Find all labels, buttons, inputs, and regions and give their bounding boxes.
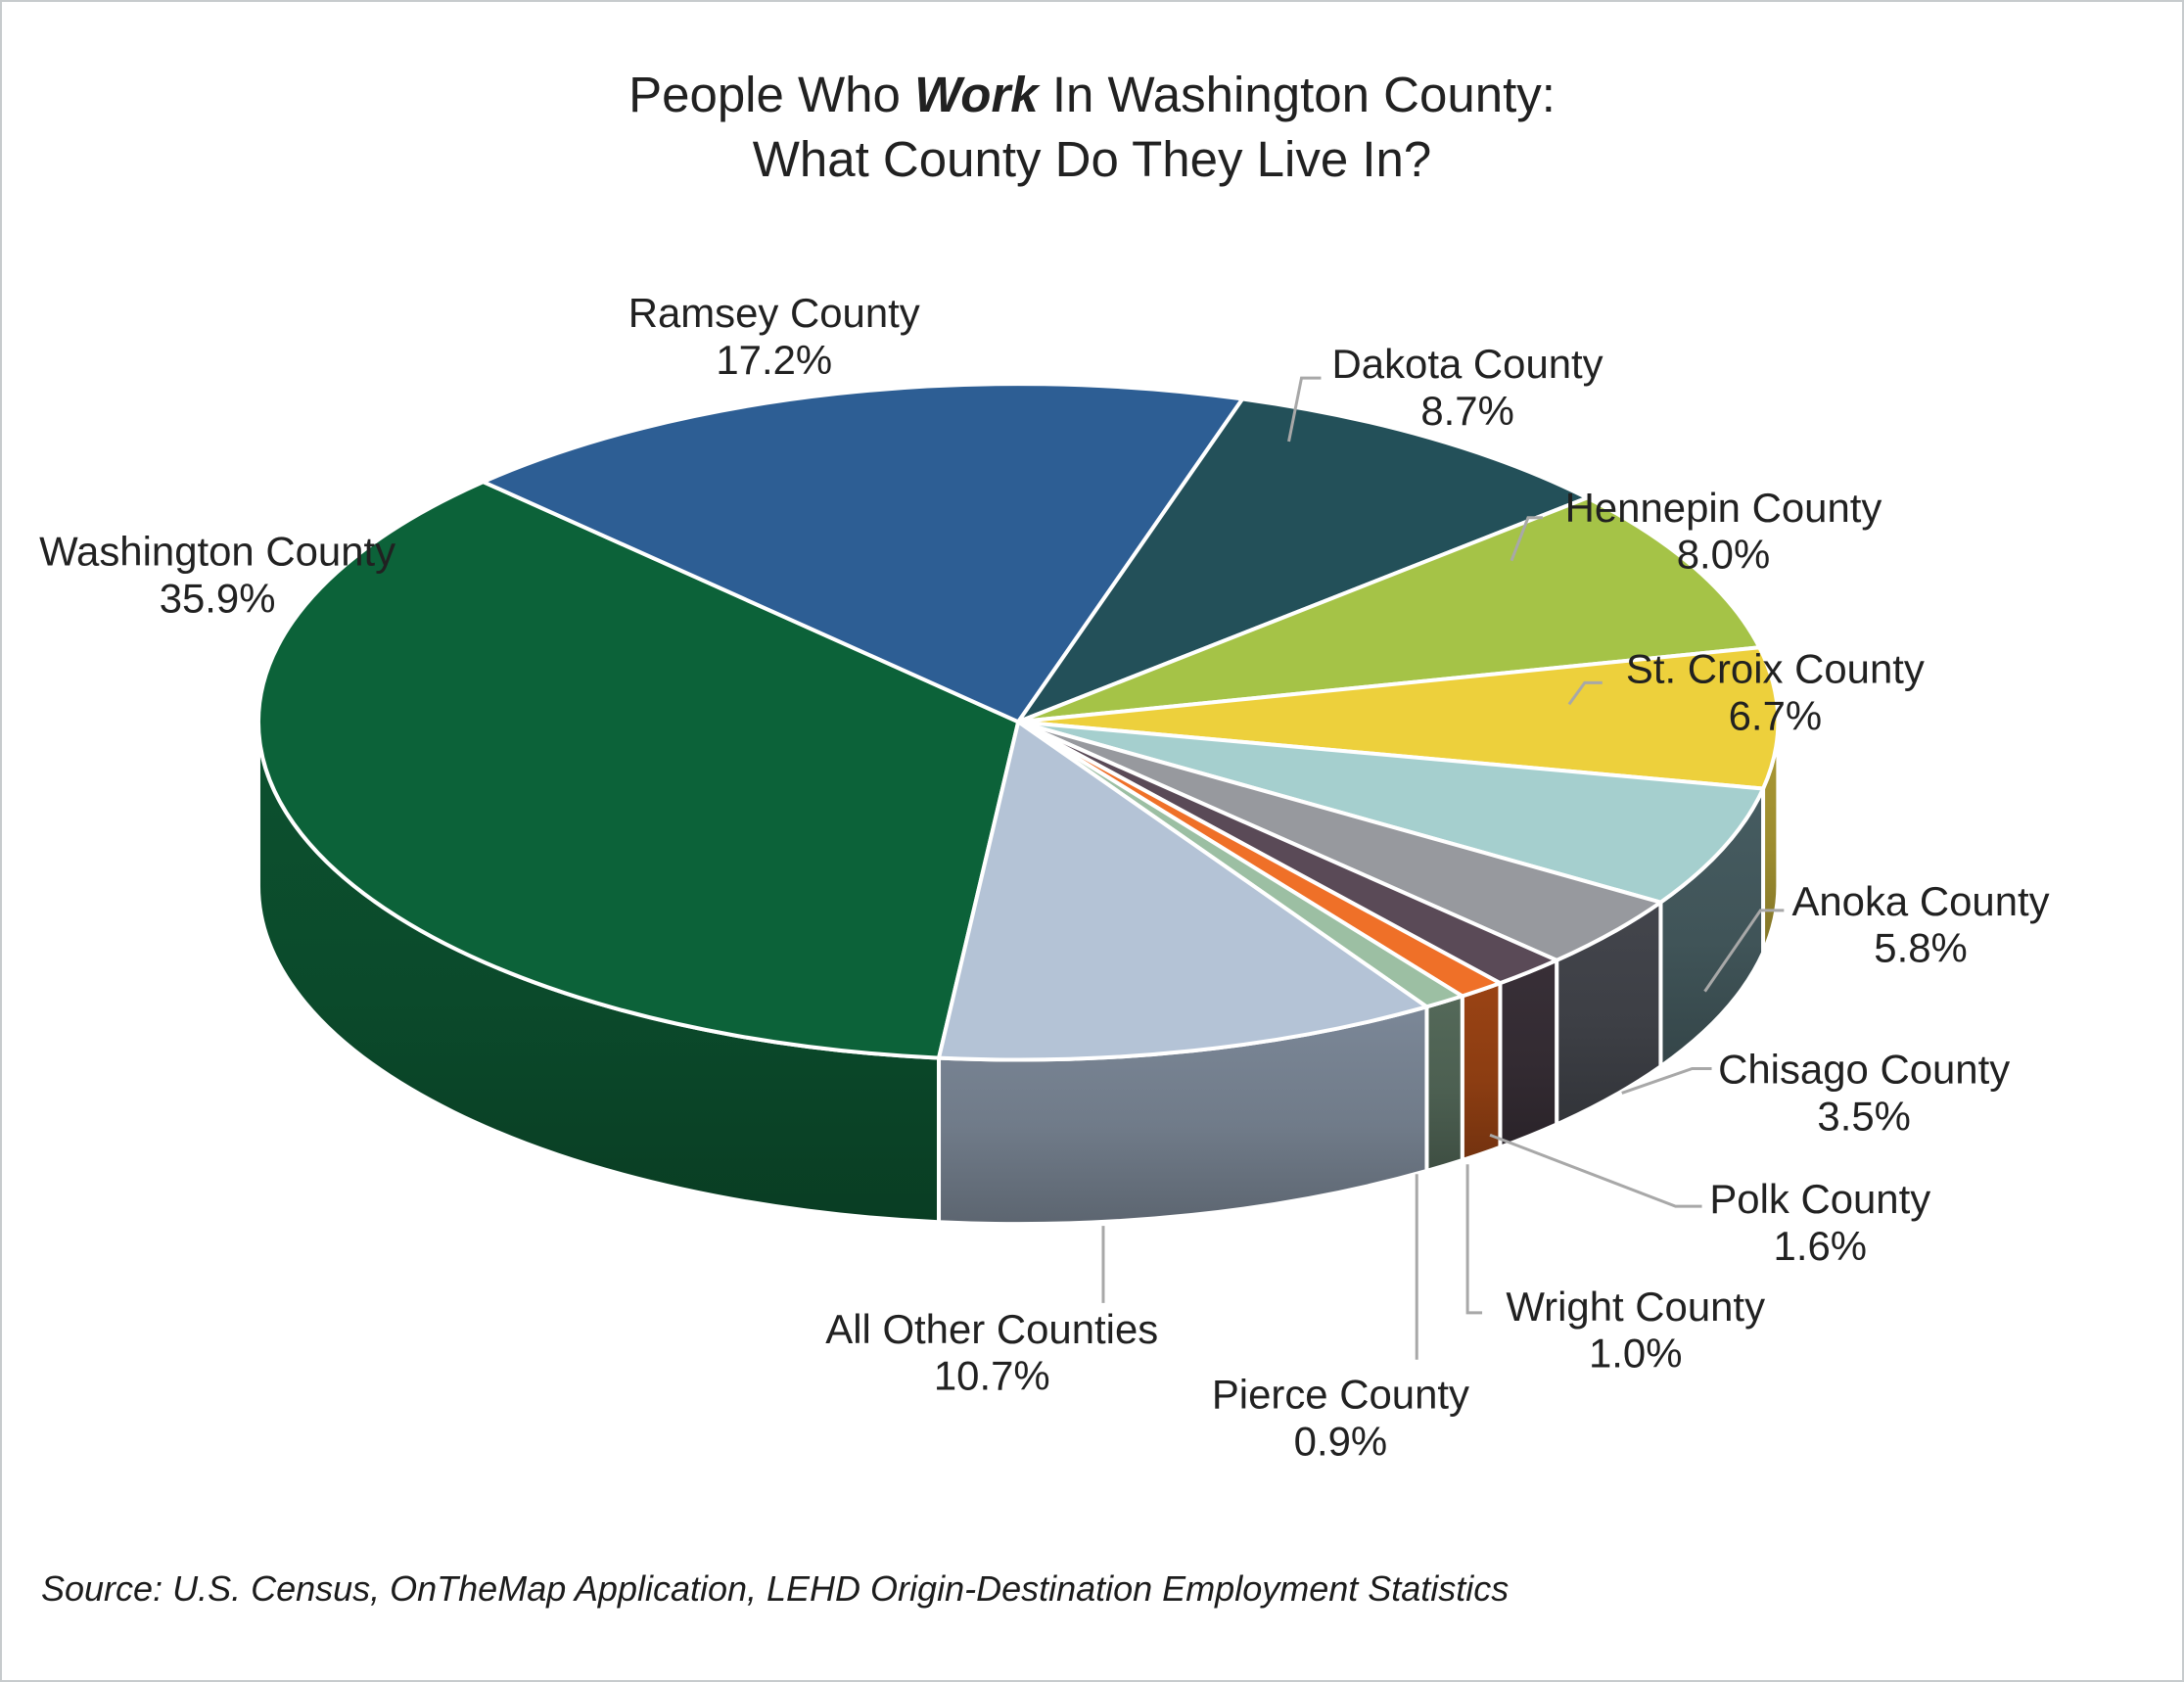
chart-title: People Who Work In Washington County: Wh… bbox=[2, 63, 2182, 192]
slice-label-dakota-county: Dakota County bbox=[1332, 341, 1603, 387]
pie-slice-ramsey-county bbox=[481, 382, 1245, 724]
pie-slice-side-wright-county bbox=[1460, 981, 1503, 1163]
title-text-pre: People Who bbox=[628, 67, 915, 122]
source-note: Source: U.S. Census, OnTheMap Applicatio… bbox=[41, 1568, 1510, 1609]
pie-slice-anoka-county bbox=[1016, 720, 1766, 905]
slice-label-st-croix-county: St. Croix County bbox=[1626, 645, 1925, 691]
leader-line-chisago-county bbox=[1621, 1066, 1712, 1095]
leader-line-anoka-county bbox=[1703, 909, 1785, 993]
chart-title-line1: People Who Work In Washington County: bbox=[2, 63, 2182, 127]
pie-side-walls bbox=[256, 720, 1781, 1227]
slice-value-ramsey-county: 17.2% bbox=[716, 337, 832, 383]
leader-line-polk-county bbox=[1489, 1133, 1702, 1208]
pie-slice-washington-county bbox=[256, 480, 1021, 1060]
slice-label-chisago-county: Chisago County bbox=[1718, 1046, 2010, 1092]
chart-title-line2: What County Do They Live In? bbox=[752, 131, 1432, 187]
pie-slices bbox=[256, 382, 1781, 1062]
slice-label-anoka-county: Anoka County bbox=[1791, 878, 2049, 924]
slice-value-all-other-counties: 10.7% bbox=[934, 1353, 1050, 1399]
slice-label-all-other-counties: All Other Counties bbox=[825, 1306, 1158, 1352]
slice-value-wright-county: 1.0% bbox=[1589, 1331, 1682, 1377]
slice-value-anoka-county: 5.8% bbox=[1874, 925, 1967, 971]
slice-value-pierce-county: 0.9% bbox=[1294, 1419, 1387, 1465]
slice-value-chisago-county: 3.5% bbox=[1817, 1093, 1910, 1139]
slice-label-polk-county: Polk County bbox=[1709, 1176, 1930, 1222]
pie-slice-all-other-counties bbox=[937, 720, 1429, 1062]
slice-label-pierce-county: Pierce County bbox=[1212, 1372, 1469, 1418]
slice-label-hennepin-county: Hennepin County bbox=[1565, 485, 1882, 531]
slice-value-hennepin-county: 8.0% bbox=[1677, 532, 1770, 578]
slice-value-washington-county: 35.9% bbox=[160, 576, 276, 622]
pie-slice-side-polk-county bbox=[1498, 958, 1559, 1149]
leader-line-st-croix-county bbox=[1567, 680, 1603, 706]
pie-slice-side-pierce-county bbox=[1424, 994, 1464, 1173]
leader-lines bbox=[1101, 376, 1785, 1360]
title-text-post: In Washington County: bbox=[1038, 67, 1556, 122]
slice-value-dakota-county: 8.7% bbox=[1420, 388, 1513, 434]
title-text-emphasis: Work bbox=[914, 67, 1039, 122]
slice-label-washington-county: Washington County bbox=[39, 529, 395, 575]
slice-value-st-croix-county: 6.7% bbox=[1729, 692, 1822, 738]
leader-line-dakota-county bbox=[1287, 376, 1322, 443]
slice-label-wright-county: Wright County bbox=[1506, 1284, 1765, 1330]
slice-value-polk-county: 1.6% bbox=[1774, 1223, 1867, 1269]
leader-line-hennepin-county bbox=[1510, 516, 1543, 562]
leader-line-wright-county bbox=[1465, 1164, 1483, 1315]
pie-slice-dakota-county bbox=[1016, 397, 1590, 724]
slice-label-ramsey-county: Ramsey County bbox=[628, 290, 920, 336]
